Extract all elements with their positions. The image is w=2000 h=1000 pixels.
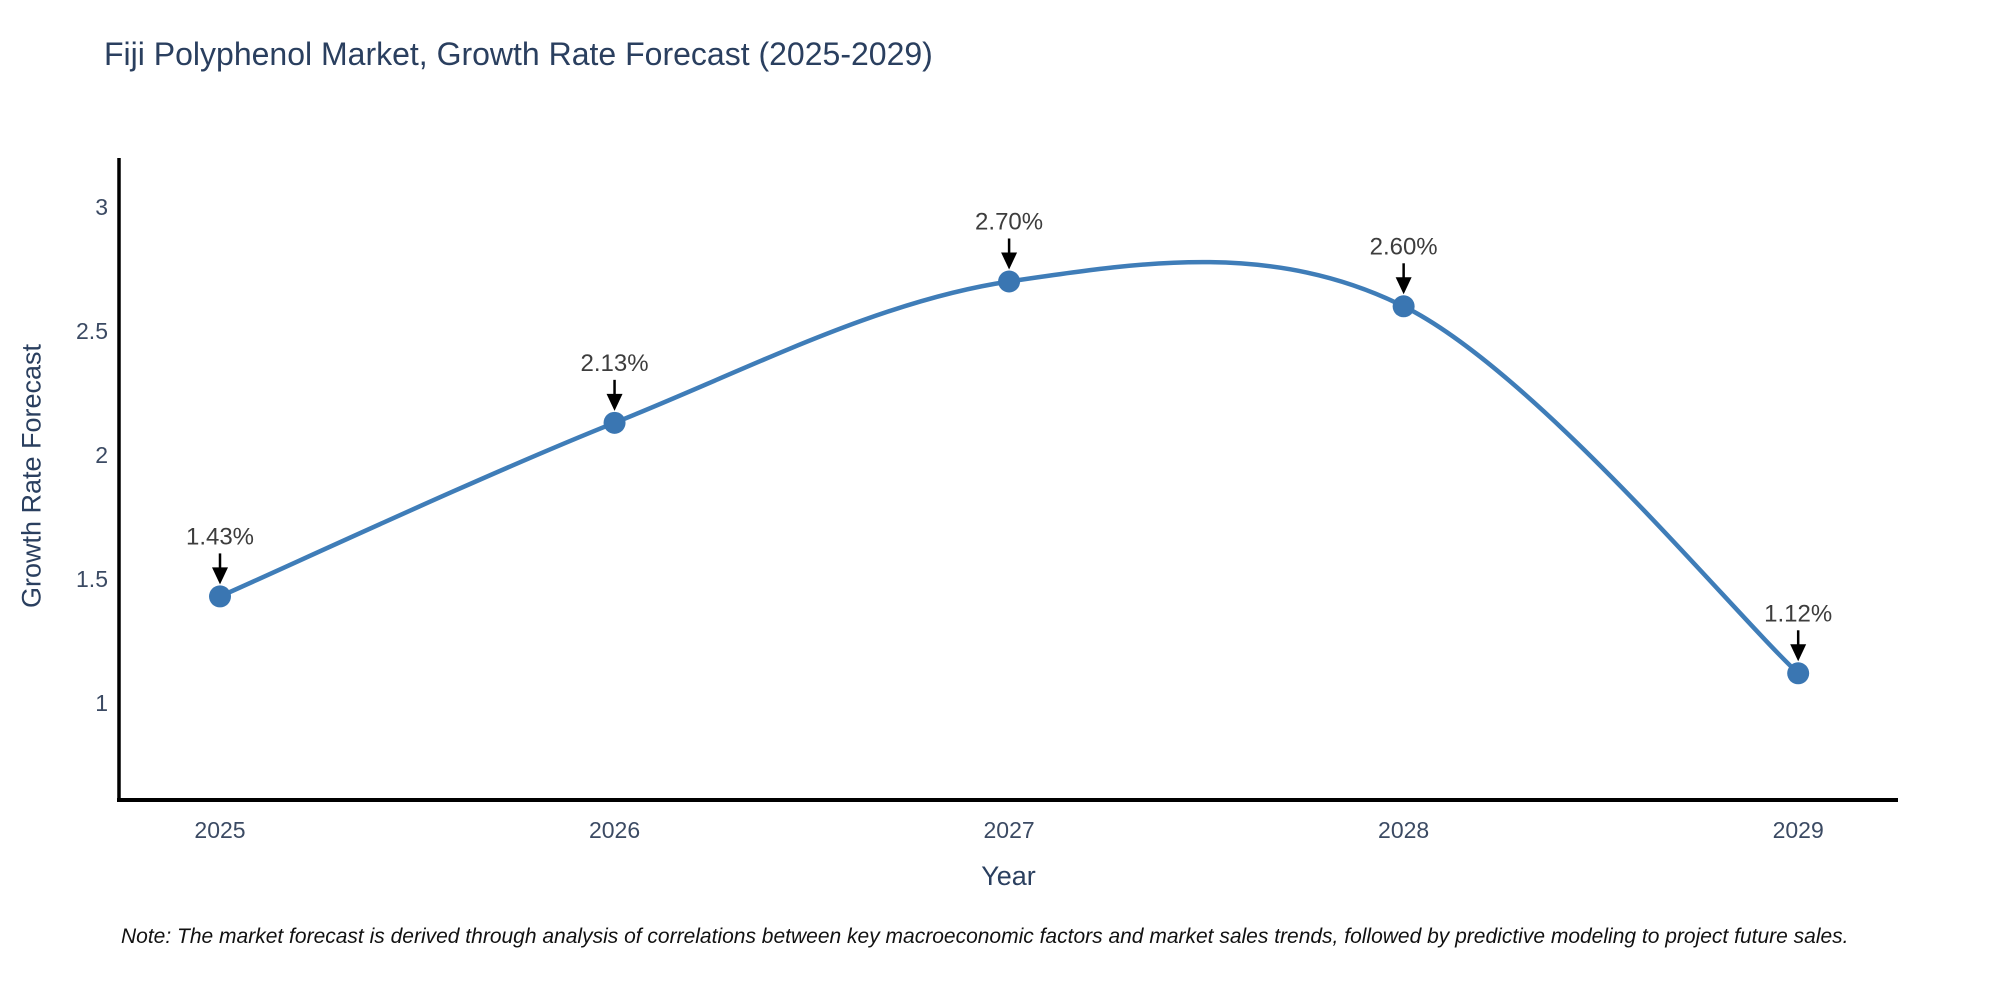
x-tick-label: 2028 — [1378, 817, 1429, 843]
x-tick-label: 2027 — [984, 817, 1035, 843]
annotation-arrowhead-icon — [606, 393, 623, 411]
data-point-marker[interactable] — [1787, 662, 1810, 685]
chart-title: Fiji Polyphenol Market, Growth Rate Fore… — [104, 36, 933, 72]
data-point-marker[interactable] — [603, 411, 626, 434]
annotation-arrowhead-icon — [212, 567, 229, 585]
x-tick-label: 2026 — [589, 817, 640, 843]
x-tick-label: 2025 — [194, 817, 245, 843]
annotation-arrowhead-icon — [1790, 644, 1807, 662]
y-tick-label: 2.5 — [76, 318, 108, 344]
point-annotation-label: 1.12% — [1764, 600, 1832, 627]
x-tick-label: 2029 — [1773, 817, 1824, 843]
point-annotation-label: 1.43% — [186, 523, 254, 550]
x-axis-title: Year — [981, 861, 1036, 891]
annotation-arrowhead-icon — [1001, 252, 1018, 270]
y-axis-title: Growth Rate Forecast — [16, 343, 47, 609]
point-annotation-label: 2.13% — [581, 350, 649, 377]
data-point-marker[interactable] — [998, 270, 1021, 293]
y-tick-label: 2 — [95, 442, 108, 468]
annotation-arrowhead-icon — [1395, 277, 1412, 295]
data-point-marker[interactable] — [1392, 295, 1415, 318]
point-annotation-label: 2.70% — [975, 208, 1043, 235]
data-point-marker[interactable] — [209, 585, 232, 608]
y-tick-label: 1 — [95, 690, 108, 716]
point-annotation-label: 2.60% — [1370, 233, 1438, 260]
y-tick-label: 1.5 — [76, 566, 108, 592]
y-tick-label: 3 — [95, 194, 108, 220]
footnote: Note: The market forecast is derived thr… — [121, 925, 1849, 948]
